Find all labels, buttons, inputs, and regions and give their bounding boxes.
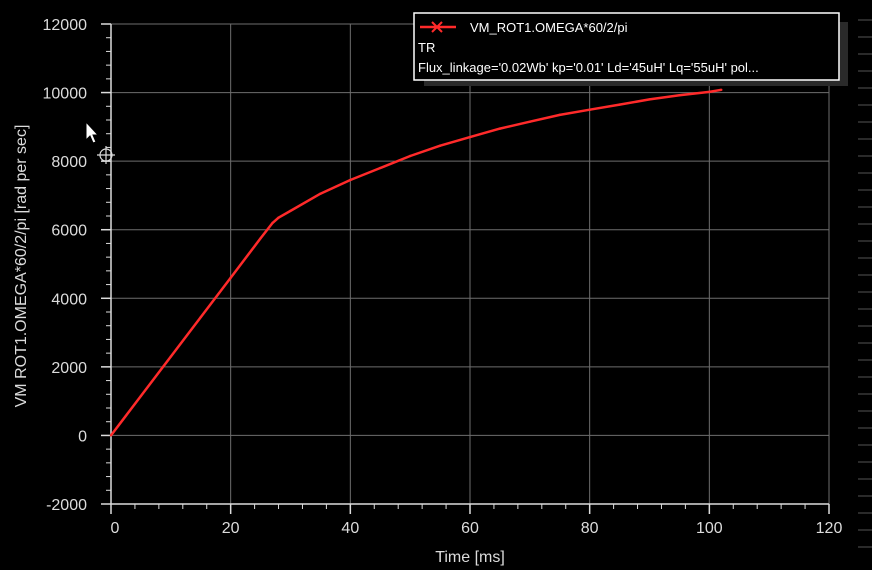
legend[interactable]: VM_ROT1.OMEGA*60/2/pi TR Flux_linkage='0… (413, 12, 848, 86)
y-tick-label: 2000 (51, 360, 87, 377)
data-point (588, 108, 591, 111)
right-edge-ticks (858, 19, 872, 548)
data-point (708, 90, 711, 94)
y-tick-label: 10000 (43, 86, 88, 103)
data-point (408, 154, 412, 158)
data-point (271, 221, 274, 225)
y-tick-label: 8000 (51, 154, 87, 171)
mouse-pointer-icon (85, 120, 100, 144)
cursor-icons (85, 120, 115, 164)
x-tick-label: 0 (111, 520, 120, 537)
y-tick-label: 4000 (51, 291, 87, 308)
data-point (648, 98, 651, 101)
data-point (277, 216, 280, 219)
data-point (720, 88, 723, 92)
data-point (229, 276, 232, 279)
data-point (169, 355, 173, 358)
x-tick-label: 40 (341, 520, 359, 537)
move-cursor-icon (97, 146, 115, 164)
data-point (498, 127, 502, 130)
data-point (199, 315, 202, 319)
y-tick-label: 12000 (43, 17, 88, 34)
legend-line-3: Flux_linkage='0.02Wb' kp='0.01' Ld='45uH… (418, 60, 759, 75)
data-point (558, 113, 561, 117)
data-point (618, 103, 621, 106)
data-point (438, 144, 442, 147)
data-point (139, 394, 143, 398)
data-point (259, 237, 262, 240)
x-tick-label: 20 (222, 520, 240, 537)
y-tick-label: -2000 (46, 497, 87, 514)
legend-series-label: VM_ROT1.OMEGA*60/2/pi (470, 20, 628, 35)
data-point (528, 120, 532, 123)
legend-box (413, 12, 840, 81)
data-point (678, 94, 681, 97)
axes (101, 23, 830, 514)
y-tick-label: 6000 (51, 223, 87, 240)
y-axis-title: VM ROT1.OMEGA*60/2/pi [rad per sec] (13, 125, 30, 408)
tick-labels: -2000 0 2000 4000 6000 8000 10000 12000 0 20 40 60 8… (43, 17, 843, 537)
data-point (349, 178, 352, 182)
x-axis-title: Time [ms] (435, 549, 505, 566)
data-point (289, 209, 292, 213)
minor-ticks (106, 37, 806, 509)
data-point (379, 166, 382, 170)
legend-line-2: TR (418, 40, 435, 55)
series-layer (109, 88, 723, 437)
data-point (319, 192, 322, 195)
x-tick-label: 100 (696, 520, 723, 537)
x-tick-label: 120 (816, 520, 843, 537)
data-point (468, 135, 472, 139)
x-tick-label: 60 (461, 520, 479, 537)
grid (110, 23, 830, 505)
data-point (109, 434, 113, 437)
series-line (110, 88, 722, 437)
x-tick-label: 80 (581, 520, 599, 537)
y-tick-label: 0 (78, 428, 87, 445)
legend-marker-icon (431, 21, 443, 33)
